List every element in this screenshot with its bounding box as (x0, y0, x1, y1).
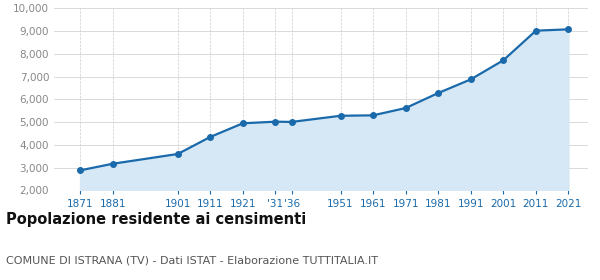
Point (368, 113, 378, 118)
Point (287, 120, 296, 124)
Point (173, 152, 182, 156)
Point (271, 120, 280, 124)
Point (433, 91, 443, 95)
Point (108, 162, 118, 166)
Point (336, 114, 346, 118)
Point (75, 168, 85, 172)
Point (531, 29, 541, 33)
Point (563, 27, 573, 32)
Text: COMUNE DI ISTRANA (TV) - Dati ISTAT - Elaborazione TUTTITALIA.IT: COMUNE DI ISTRANA (TV) - Dati ISTAT - El… (6, 255, 378, 265)
Point (401, 106, 410, 110)
Text: Popolazione residente ai censimenti: Popolazione residente ai censimenti (6, 212, 306, 227)
Point (466, 77, 476, 82)
Point (499, 58, 508, 62)
Point (205, 135, 215, 139)
Point (238, 121, 248, 125)
